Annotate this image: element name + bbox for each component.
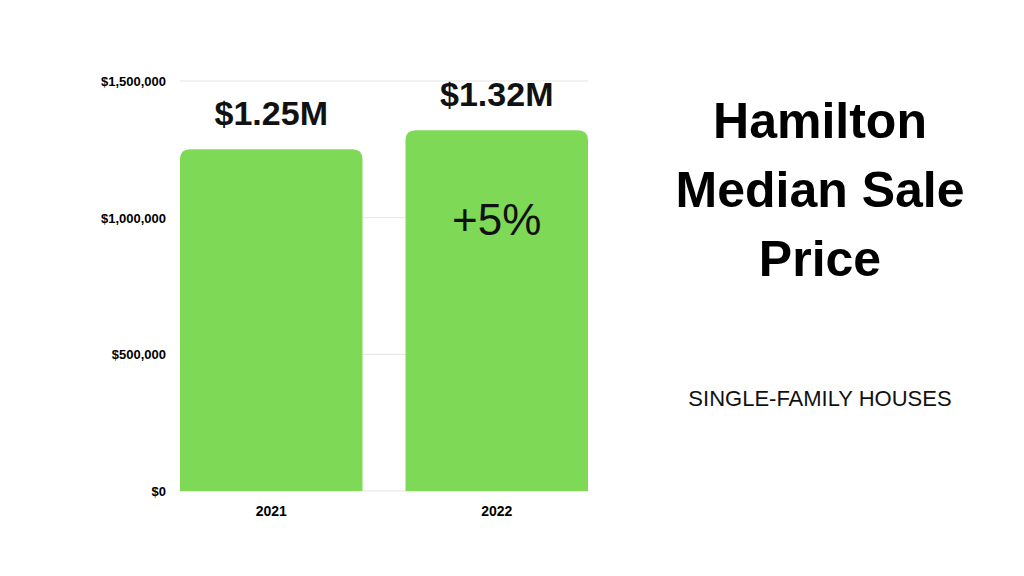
x-tick-label: 2022	[481, 503, 512, 519]
bar	[406, 130, 589, 491]
annotation: +5%	[452, 195, 541, 244]
bars	[180, 130, 588, 491]
y-tick-label: $500,000	[112, 347, 166, 362]
y-tick-label: $0	[152, 484, 166, 499]
data-label: $1.32M	[440, 75, 553, 113]
subtitle: SINGLE-FAMILY HOUSES	[688, 386, 951, 411]
data-label: $1.25M	[215, 94, 328, 132]
y-tick-label: $1,500,000	[101, 74, 166, 89]
chart-container: $0 $500,000 $1,000,000 $1,500,000 $1.25M $1.3…	[0, 0, 1024, 576]
title: HamiltonMedian SalePrice	[676, 93, 965, 287]
x-tick-label: 2021	[256, 503, 287, 519]
y-tick-label: $1,000,000	[101, 211, 166, 226]
chart-svg: $0 $500,000 $1,000,000 $1,500,000 $1.25M $1.3…	[0, 0, 1024, 576]
bar	[180, 149, 363, 491]
